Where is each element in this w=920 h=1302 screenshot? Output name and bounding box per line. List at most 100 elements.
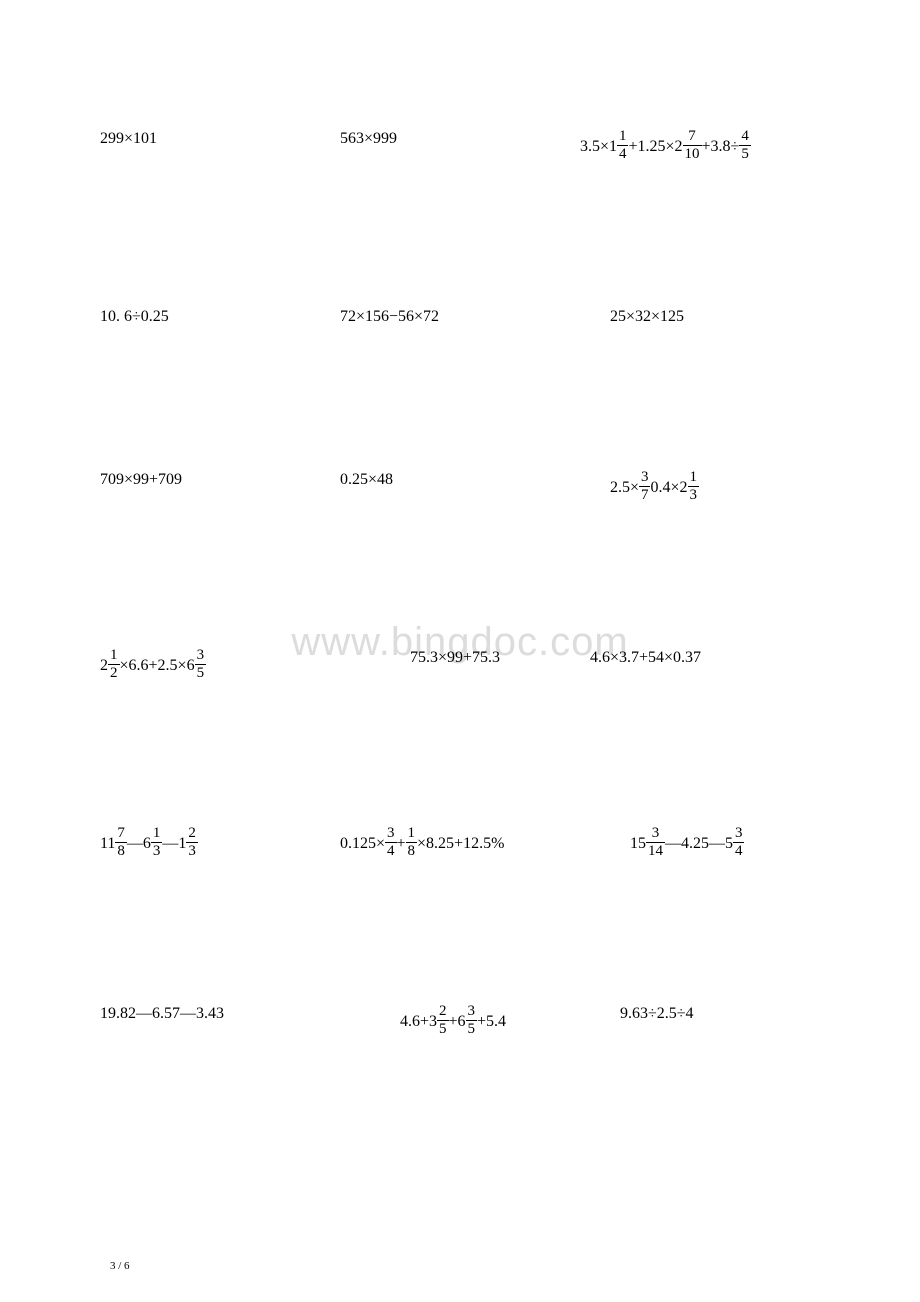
mixed-number: 1178 bbox=[100, 827, 127, 860]
text-part: ×6.6+2.5× bbox=[120, 657, 187, 675]
mixed-number: 114 bbox=[609, 130, 629, 163]
math-expression: 4.6+325+635+5.4 bbox=[400, 1005, 506, 1038]
math-expression: 4.6×3.7+54×0.37 bbox=[590, 649, 701, 667]
text-part: 75.3×99+75.3 bbox=[410, 649, 500, 667]
fraction: 14 bbox=[617, 129, 629, 162]
math-expression: 10. 6÷0.25 bbox=[100, 308, 169, 326]
math-expression: 0.125×34+18×8.25+12.5% bbox=[340, 827, 504, 860]
math-expression: 1178—613—123 bbox=[100, 827, 198, 860]
math-expression: 0.25×48 bbox=[340, 471, 393, 489]
text-part: 4.6×3.7+54×0.37 bbox=[590, 649, 701, 667]
problem-cell: 709×99+709 bbox=[100, 471, 340, 504]
problem-row: 10. 6÷0.25 72×156−56×72 25×32×125 bbox=[100, 308, 820, 326]
text-part: — bbox=[127, 835, 143, 853]
text-part: +3.8÷ bbox=[702, 138, 740, 156]
fraction: 13 bbox=[688, 470, 700, 503]
problem-cell: 19.82—6.57—3.43 bbox=[100, 1005, 340, 1038]
text-part: 19.82—6.57—3.43 bbox=[100, 1005, 224, 1023]
denominator: 8 bbox=[406, 843, 418, 859]
problem-cell: 3.5×114+1.25×2710+3.8÷45 bbox=[580, 130, 820, 163]
numerator: 1 bbox=[151, 826, 163, 843]
mixed-number: 635 bbox=[187, 649, 207, 682]
math-expression: 25×32×125 bbox=[610, 308, 684, 326]
numerator: 1 bbox=[688, 470, 700, 487]
numerator: 2 bbox=[186, 826, 198, 843]
mixed-number: 325 bbox=[429, 1005, 449, 1038]
fraction: 35 bbox=[195, 648, 207, 681]
text-part: —4.25— bbox=[665, 835, 725, 853]
fraction: 34 bbox=[385, 826, 397, 859]
whole-part: 2 bbox=[100, 657, 108, 675]
page-number: 3 / 6 bbox=[110, 1260, 130, 1272]
mixed-number: 123 bbox=[178, 827, 198, 860]
text-part: ×8.25+12.5% bbox=[417, 835, 504, 853]
denominator: 4 bbox=[617, 146, 629, 162]
whole-part: 6 bbox=[143, 835, 151, 853]
text-part: 3.5× bbox=[580, 138, 609, 156]
problem-cell: 212×6.6+2.5×635 bbox=[100, 649, 340, 682]
math-content: 299×101563×9993.5×114+1.25×2710+3.8÷4510… bbox=[100, 130, 820, 1038]
fraction: 34 bbox=[733, 826, 745, 859]
fraction: 12 bbox=[108, 648, 120, 681]
whole-part: 2 bbox=[675, 138, 683, 156]
whole-part: 11 bbox=[100, 835, 115, 853]
math-expression: 212×6.6+2.5×635 bbox=[100, 649, 206, 682]
whole-part: 1 bbox=[178, 835, 186, 853]
problem-cell: 25×32×125 bbox=[580, 308, 820, 326]
mixed-number: 15314 bbox=[630, 827, 665, 860]
problem-cell: 9.63÷2.5÷4 bbox=[580, 1005, 820, 1038]
text-part: + bbox=[397, 835, 406, 853]
problem-cell: 4.6×3.7+54×0.37 bbox=[580, 649, 820, 682]
numerator: 1 bbox=[617, 129, 629, 146]
problem-cell: 0.25×48 bbox=[340, 471, 580, 504]
whole-part: 6 bbox=[187, 657, 195, 675]
text-part: 563×999 bbox=[340, 130, 397, 148]
text-part: — bbox=[162, 835, 178, 853]
numerator: 3 bbox=[733, 826, 745, 843]
text-part: 709×99+709 bbox=[100, 471, 182, 489]
problem-cell: 10. 6÷0.25 bbox=[100, 308, 340, 326]
math-expression: 9.63÷2.5÷4 bbox=[620, 1005, 694, 1023]
denominator: 5 bbox=[195, 665, 207, 681]
denominator: 3 bbox=[688, 487, 700, 503]
fraction: 35 bbox=[466, 1004, 478, 1037]
numerator: 4 bbox=[739, 129, 751, 146]
numerator: 3 bbox=[385, 826, 397, 843]
mixed-number: 534 bbox=[725, 827, 745, 860]
text-part: 10. 6÷0.25 bbox=[100, 308, 169, 326]
fraction: 13 bbox=[151, 826, 163, 859]
text-part: 0.125× bbox=[340, 835, 385, 853]
math-expression: 299×101 bbox=[100, 130, 157, 148]
numerator: 1 bbox=[108, 648, 120, 665]
fraction: 25 bbox=[437, 1004, 449, 1037]
math-expression: 15314—4.25—534 bbox=[630, 827, 745, 860]
problem-cell: 2.5×370.4×213 bbox=[580, 471, 820, 504]
text-part: 2.5× bbox=[610, 479, 639, 497]
mixed-number: 635 bbox=[458, 1005, 478, 1038]
text-part: 299×101 bbox=[100, 130, 157, 148]
numerator: 7 bbox=[115, 826, 127, 843]
denominator: 14 bbox=[646, 843, 665, 859]
problem-cell: 299×101 bbox=[100, 130, 340, 163]
fraction: 23 bbox=[186, 826, 198, 859]
problem-cell: 1178—613—123 bbox=[100, 827, 340, 860]
fraction: 78 bbox=[115, 826, 127, 859]
denominator: 10 bbox=[683, 146, 702, 162]
text-part: 72×156−56×72 bbox=[340, 308, 439, 326]
denominator: 2 bbox=[108, 665, 120, 681]
problem-row: 299×101563×9993.5×114+1.25×2710+3.8÷45 bbox=[100, 130, 820, 163]
whole-part: 3 bbox=[429, 1013, 437, 1031]
fraction: 37 bbox=[639, 470, 651, 503]
numerator: 3 bbox=[639, 470, 651, 487]
fraction: 314 bbox=[646, 826, 665, 859]
text-part: 9.63÷2.5÷4 bbox=[620, 1005, 694, 1023]
mixed-number: 213 bbox=[680, 471, 700, 504]
problem-cell: 75.3×99+75.3 bbox=[340, 649, 580, 682]
text-part: 4.6+ bbox=[400, 1013, 429, 1031]
numerator: 2 bbox=[437, 1004, 449, 1021]
problem-cell: 15314—4.25—534 bbox=[580, 827, 820, 860]
math-expression: 75.3×99+75.3 bbox=[410, 649, 500, 667]
problem-row: 709×99+709 0.25×48 2.5×370.4×213 bbox=[100, 471, 820, 504]
denominator: 8 bbox=[115, 843, 127, 859]
text-part: +1.25× bbox=[628, 138, 674, 156]
